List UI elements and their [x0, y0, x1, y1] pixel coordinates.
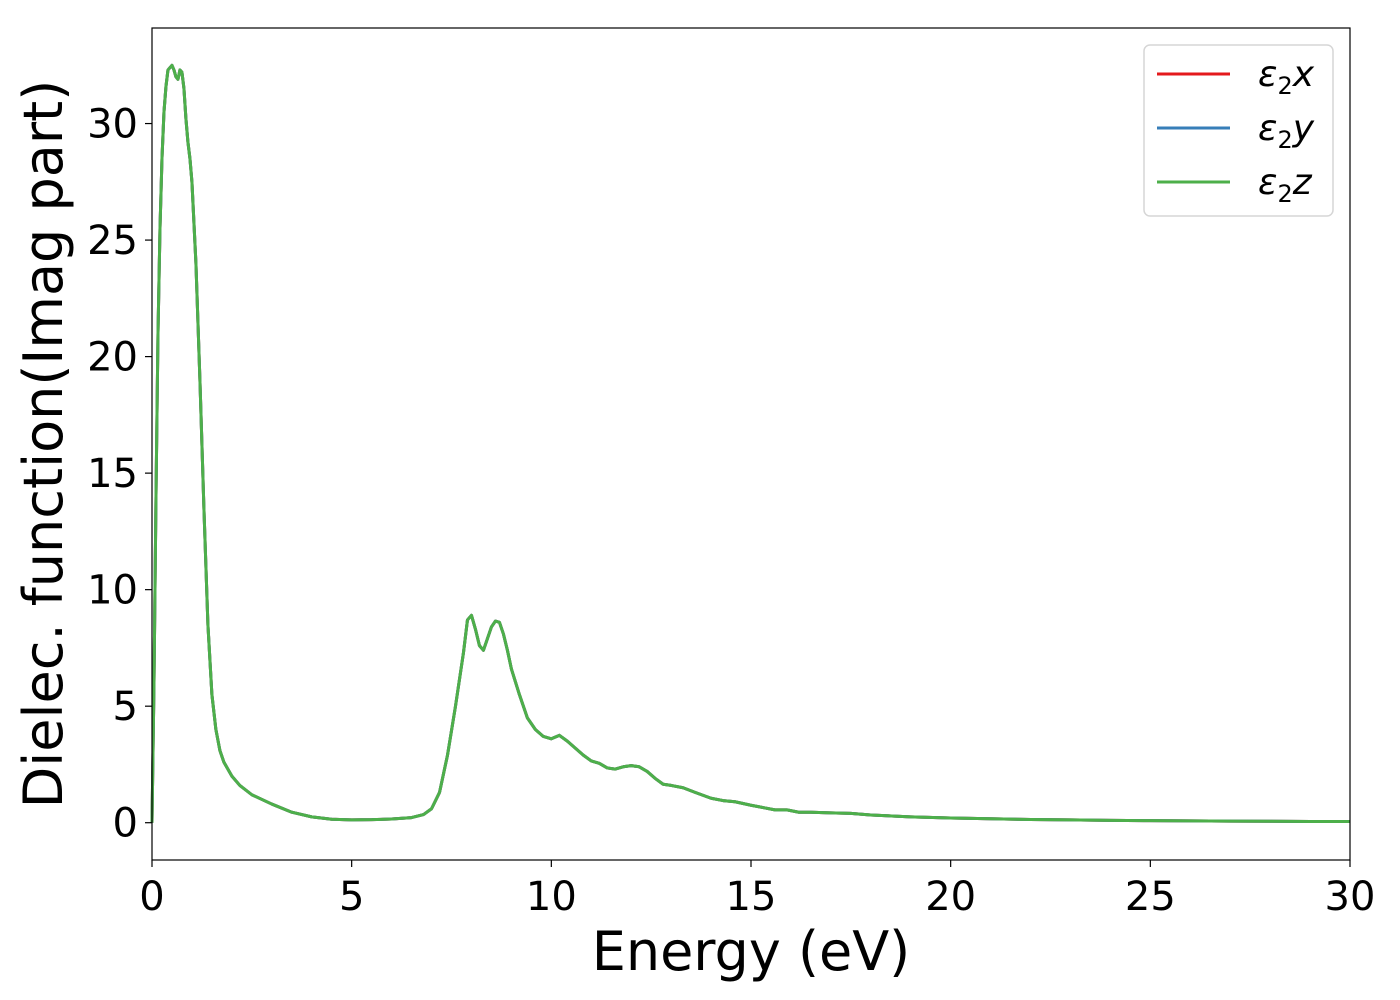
- series-line-z: [150, 63, 1350, 824]
- x-axis-label: Energy (eV): [592, 920, 911, 983]
- x-tick-label: 25: [1125, 874, 1176, 920]
- x-tick-label: 5: [339, 874, 364, 920]
- x-tick-label: 20: [925, 874, 976, 920]
- y-tick-label: 5: [113, 684, 138, 730]
- y-axis-ticks: 0 5 10 15 20 25 30: [87, 102, 152, 847]
- legend-label-x: ε2x: [1258, 54, 1315, 100]
- y-axis-label: Dielec. function(Imag part): [12, 80, 75, 809]
- x-tick-label: 15: [726, 874, 777, 920]
- legend-box: [1143, 44, 1334, 217]
- series-layer: [150, 63, 1350, 824]
- y-tick-label: 10: [87, 568, 138, 614]
- x-tick-label: 10: [526, 874, 577, 920]
- y-tick-label: 20: [87, 335, 138, 381]
- y-tick-label: 15: [87, 451, 138, 497]
- y-tick-label: 25: [87, 218, 138, 264]
- x-axis-ticks: 0 5 10 15 20 25 30: [139, 860, 1375, 920]
- y-tick-label: 0: [113, 801, 138, 847]
- legend-label-z: ε2z: [1258, 162, 1313, 208]
- x-tick-label: 30: [1325, 874, 1376, 920]
- x-tick-label: 0: [139, 874, 164, 920]
- legend: ε2x ε2y ε2z: [1143, 44, 1334, 217]
- legend-label-y: ε2y: [1258, 108, 1315, 154]
- y-tick-label: 30: [87, 102, 138, 148]
